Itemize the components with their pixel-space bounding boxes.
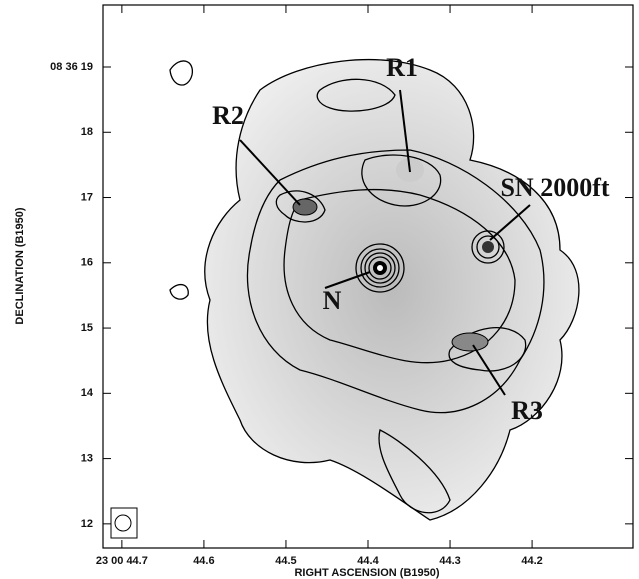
beam: [115, 515, 131, 531]
x-tick-label: 44.2: [521, 555, 542, 567]
annotation: R2: [212, 101, 244, 130]
y-tick-label: 13: [81, 452, 93, 464]
x-tick-label: 44.4: [357, 555, 379, 567]
y-tick-label: 16: [81, 257, 93, 269]
x-tick-label: 44.5: [275, 555, 296, 567]
chart: RIGHT ASCENSION (B1950) DECLINATION (B19…: [0, 0, 639, 579]
annotation: R3: [511, 396, 543, 425]
y-axis-title: DECLINATION (B1950): [14, 207, 26, 324]
x-tick-label: 44.3: [439, 555, 460, 567]
x-tick-label: 44.6: [193, 555, 214, 567]
annotation: N: [323, 286, 342, 315]
y-tick-label: 18: [81, 126, 93, 138]
x-tick-label: 23 00 44.7: [96, 555, 148, 567]
y-tick-label: 14: [81, 387, 94, 399]
y-tick-label: 17: [81, 191, 93, 203]
annotation: SN 2000ft: [500, 173, 609, 202]
y-tick-label: 15: [81, 322, 93, 334]
annotation: R1: [386, 53, 418, 82]
y-tick-label: 08 36 19: [50, 61, 93, 73]
y-tick-label: 12: [81, 518, 93, 530]
x-axis-title: RIGHT ASCENSION (B1950): [294, 567, 439, 579]
